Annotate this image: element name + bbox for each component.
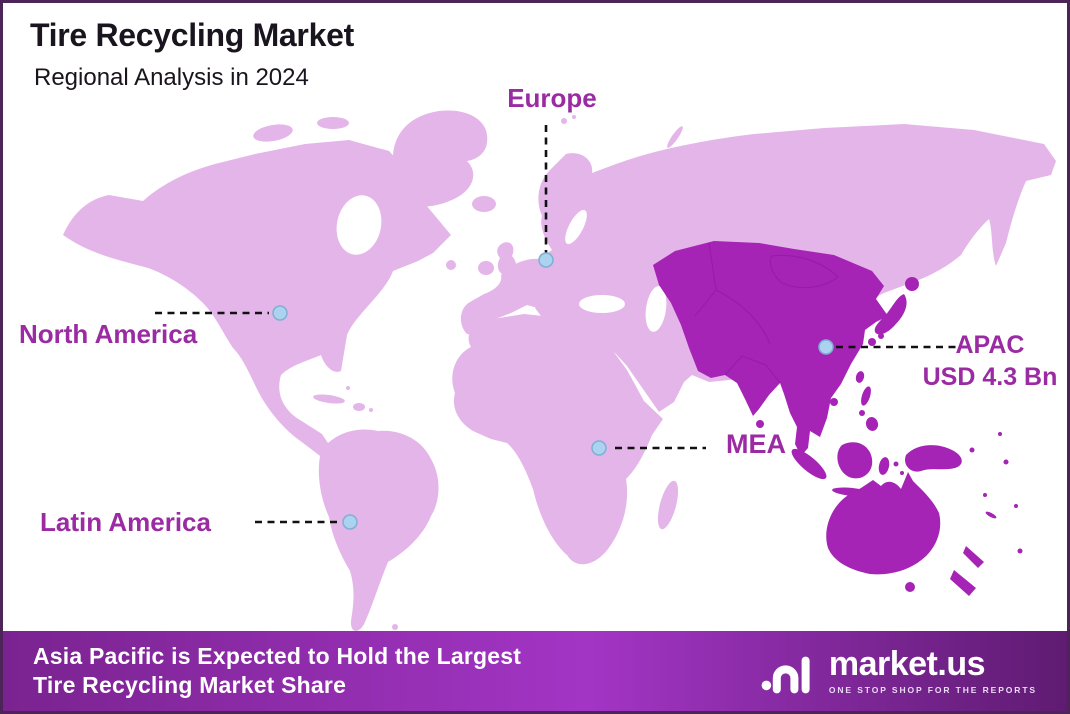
- landmass-iceland: [472, 196, 496, 212]
- landmass-madagascar: [657, 480, 679, 530]
- latin-america-label: Latin America: [40, 507, 211, 537]
- baltic-sea: [565, 209, 587, 245]
- brand-tagline: ONE STOP SHOP FOR THE REPORTS: [828, 685, 1037, 695]
- connectors: [155, 125, 969, 524]
- europe-marker: [538, 252, 554, 268]
- apac-label-value: USD 4.3 Bn: [922, 363, 1058, 391]
- market-us-soundwave-icon: [761, 656, 810, 694]
- landmass-tasmania: [905, 582, 915, 592]
- page-subtitle: Regional Analysis in 2024: [34, 64, 309, 91]
- landmass-greenland: [392, 110, 496, 212]
- footer-headline-line1: Asia Pacific is Expected to Hold the Lar…: [33, 643, 522, 669]
- apac-label: APAC USD 4.3 Bn: [921, 329, 1059, 393]
- caspian-sea: [645, 286, 667, 332]
- latin-america-marker: [342, 514, 358, 530]
- landmass-new-zealand: [950, 546, 984, 596]
- mea-label: MEA: [726, 429, 786, 459]
- mea-marker: [591, 440, 607, 456]
- footer-headline: Asia Pacific is Expected to Hold the Lar…: [33, 642, 521, 700]
- landmass-south-america: [318, 429, 439, 631]
- north-america-marker: [272, 305, 288, 321]
- header: Tire Recycling Market Regional Analysis …: [30, 17, 354, 92]
- footer-bar: Asia Pacific is Expected to Hold the Lar…: [3, 631, 1067, 711]
- landmass-pacific-islands: [969, 432, 1023, 554]
- brand-text: market.us ONE STOP SHOP FOR THE REPORTS: [829, 647, 1037, 695]
- landmass-taiwan: [855, 371, 865, 383]
- landmass-north-america: [63, 140, 456, 462]
- landmass-philippines: [859, 386, 879, 431]
- black-sea: [579, 295, 625, 313]
- north-america-label: North America: [19, 319, 198, 349]
- brand-name: market.us: [828, 645, 986, 683]
- world-map: [63, 110, 1056, 631]
- page-title: Tire Recycling Market: [30, 17, 354, 53]
- landmass-hainan: [830, 398, 838, 406]
- europe-label: Europe: [507, 83, 597, 113]
- landmass-caribbean: [313, 386, 373, 412]
- footer-headline-line2: Tire Recycling Market Share: [33, 672, 347, 698]
- markers: [272, 252, 834, 530]
- landmass-japan: [868, 277, 919, 346]
- brand-logo: market.us ONE STOP SHOP FOR THE REPORTS: [760, 645, 1037, 697]
- landmass-sakhalin: [919, 242, 929, 268]
- apac-region-dark: [653, 241, 1023, 596]
- landmass-new-guinea: [905, 445, 962, 472]
- apac-marker: [818, 339, 834, 355]
- landmass-australia: [826, 472, 941, 592]
- landmass-indonesia: [791, 442, 962, 499]
- landmass-africa: [452, 314, 679, 565]
- landmass-arctic-islands: [253, 117, 368, 184]
- apac-label-name: APAC: [955, 331, 1025, 359]
- landmass-sri-lanka: [756, 420, 764, 428]
